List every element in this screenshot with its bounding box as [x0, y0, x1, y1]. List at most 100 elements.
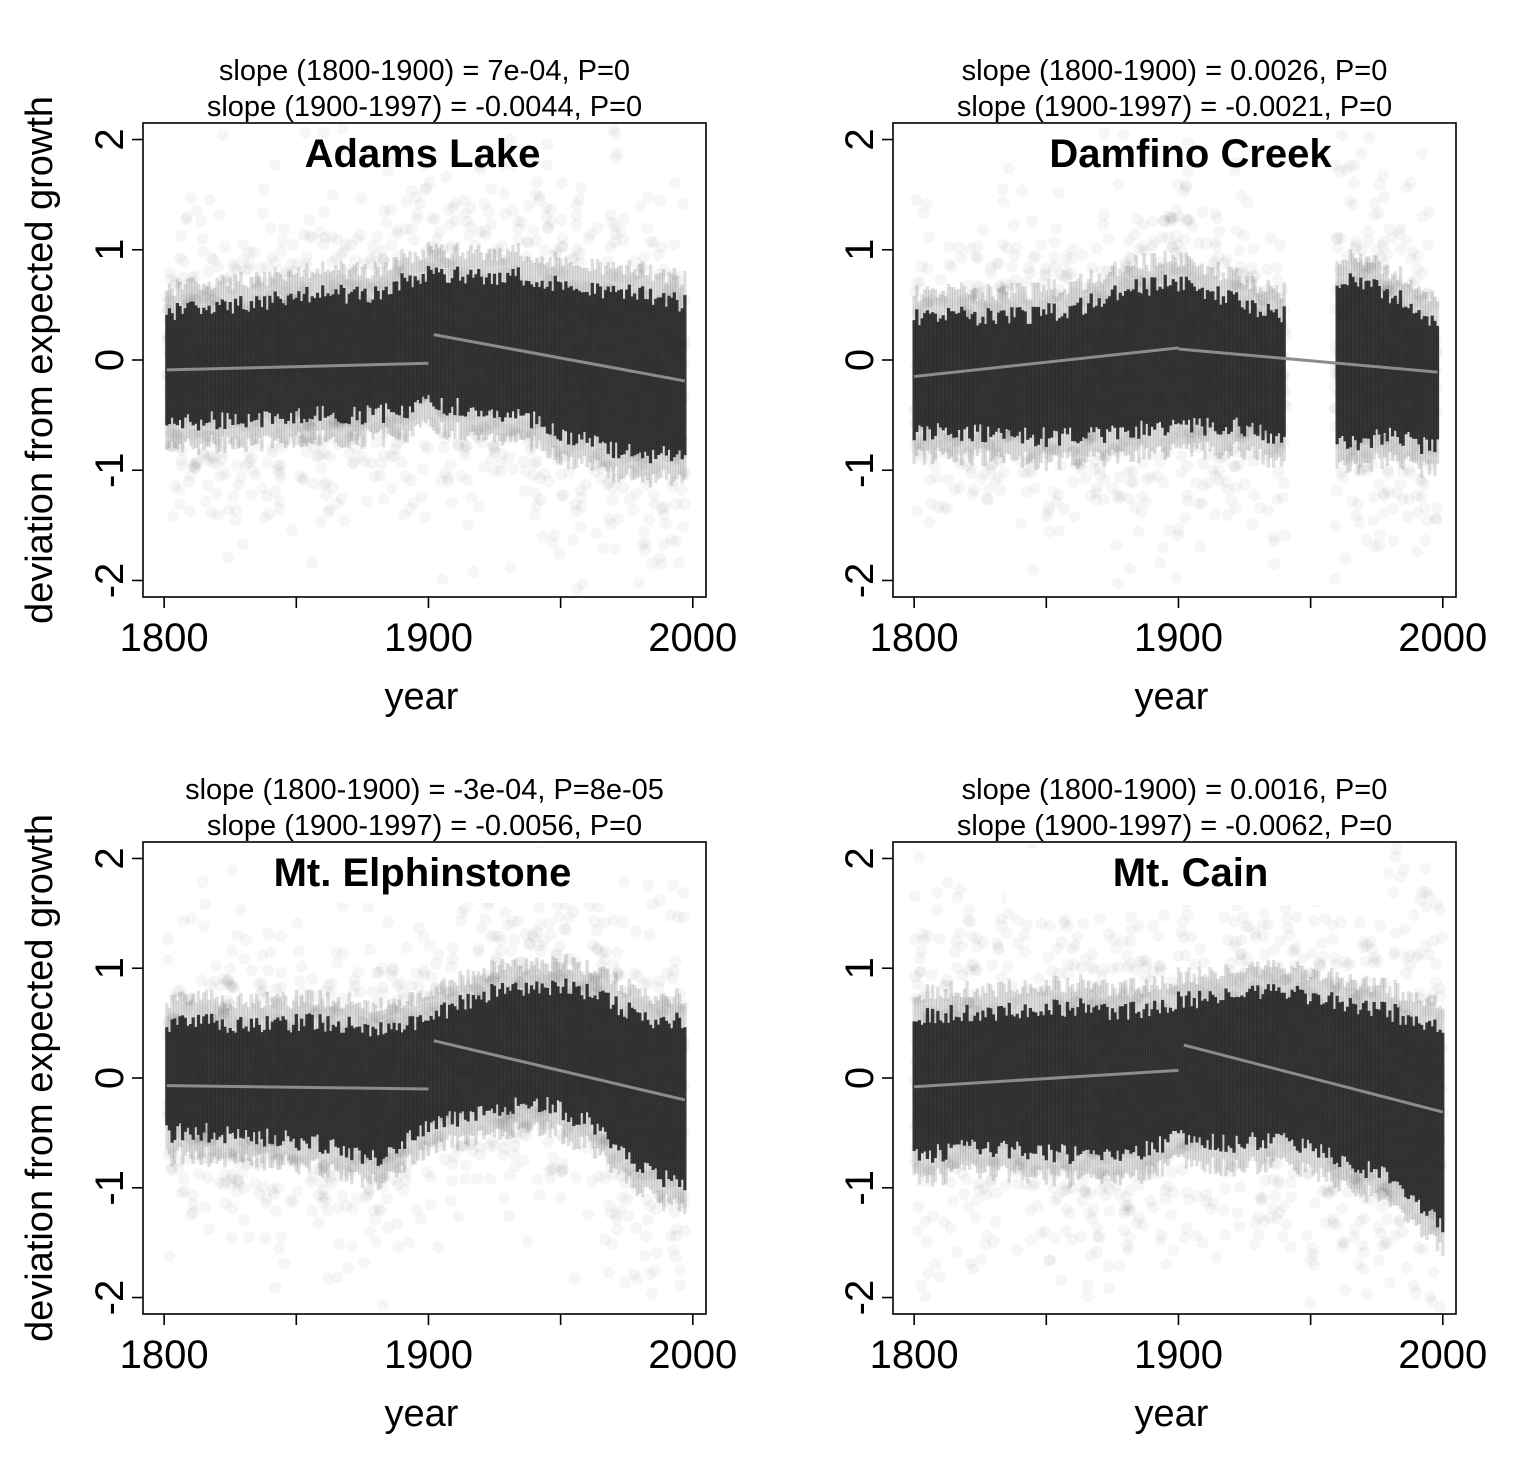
- data-point: [1164, 525, 1176, 537]
- fit-line-1: [913, 346, 1179, 379]
- data-point: [1209, 509, 1221, 521]
- data-point: [631, 1273, 643, 1285]
- data-point: [355, 193, 367, 205]
- data-point: [258, 183, 270, 195]
- data-point: [610, 127, 622, 139]
- data-point: [187, 1206, 199, 1218]
- data-point: [1344, 160, 1356, 172]
- data-point: [191, 205, 203, 217]
- data-point: [1043, 526, 1055, 538]
- data-point: [217, 129, 229, 141]
- data-point: [347, 458, 359, 470]
- data-point: [1248, 489, 1260, 501]
- data-point: [1123, 235, 1135, 247]
- data-point: [557, 240, 569, 252]
- data-point: [327, 189, 339, 201]
- data-point: [1059, 261, 1071, 273]
- data-point: [1382, 467, 1394, 479]
- data-point: [1157, 477, 1169, 489]
- y-tick-label: -1: [838, 452, 882, 488]
- data-point: [316, 462, 328, 474]
- data-point: [1123, 493, 1135, 505]
- data-point: [1377, 236, 1389, 248]
- data-point: [640, 1231, 652, 1243]
- data-point: [306, 557, 318, 569]
- data-point: [1348, 199, 1360, 211]
- y-tick-label: 2: [838, 128, 882, 150]
- data-point: [424, 176, 436, 188]
- data-point: [197, 233, 209, 245]
- data-point: [162, 934, 174, 946]
- data-point: [1122, 465, 1134, 477]
- data-point: [465, 491, 477, 503]
- data-point: [1155, 557, 1167, 569]
- data-point: [533, 194, 545, 206]
- data-point: [505, 562, 517, 574]
- slope-annotation-2: slope (1900-1997) = -0.0044, P=0: [207, 91, 642, 123]
- data-point: [498, 187, 510, 199]
- data-point: [942, 474, 954, 486]
- data-point: [262, 928, 274, 940]
- data-point: [571, 583, 583, 595]
- data-point: [1268, 558, 1280, 570]
- data-point: [1194, 541, 1206, 553]
- data-point: [364, 944, 376, 956]
- data-point: [243, 263, 255, 275]
- data-point: [1340, 552, 1352, 564]
- panel-1: Adams Lake slope (1800-1900) = 7e-04, P=0…: [19, 55, 737, 718]
- data-point: [1277, 492, 1289, 504]
- data-point: [608, 543, 620, 555]
- data-point: [275, 246, 287, 258]
- data-point: [518, 1155, 530, 1167]
- data-point: [214, 980, 226, 992]
- data-point: [542, 1136, 554, 1148]
- site-label: Adams Lake: [305, 132, 541, 176]
- data-point: [1400, 181, 1412, 193]
- data-point: [227, 491, 239, 503]
- panel-2: Damfino Creek slope (1800-1900) = 0.0026,…: [838, 55, 1487, 718]
- data-point: [580, 479, 592, 491]
- data-point: [654, 195, 666, 207]
- data-point: [1137, 240, 1149, 252]
- slope-annotation-1: slope (1800-1900) = 7e-04, P=0: [219, 55, 630, 87]
- data-point: [336, 492, 348, 504]
- data-point: [1053, 489, 1065, 501]
- data-point: [446, 1175, 458, 1187]
- data-point: [924, 516, 936, 528]
- data-point: [506, 944, 518, 956]
- data-point: [582, 1209, 594, 1221]
- data-point: [941, 503, 953, 515]
- data-point: [972, 240, 984, 252]
- data-point: [1148, 236, 1160, 248]
- data-point: [1431, 502, 1443, 514]
- data-point: [273, 503, 285, 515]
- data-point: [199, 1201, 211, 1213]
- data-point: [1147, 215, 1159, 227]
- data-point: [1050, 223, 1062, 235]
- data-point: [912, 505, 924, 517]
- data-point: [1363, 131, 1375, 143]
- data-point: [342, 1262, 354, 1274]
- data-point: [208, 254, 220, 266]
- data-point: [970, 251, 982, 263]
- data-point: [1405, 253, 1417, 265]
- x-tick-label: 2000: [648, 616, 737, 660]
- data-point: [485, 453, 497, 465]
- data-point: [1165, 215, 1177, 227]
- data-point: [610, 152, 622, 164]
- data-point: [924, 474, 936, 486]
- data-point: [1202, 477, 1214, 489]
- data-point: [519, 485, 531, 497]
- data-point: [416, 463, 428, 475]
- data-point: [265, 947, 277, 959]
- data-point: [527, 224, 539, 236]
- data-point: [396, 456, 408, 468]
- data-point: [1351, 510, 1363, 522]
- data-point: [1190, 477, 1202, 489]
- data-point: [611, 947, 623, 959]
- data-point: [452, 1210, 464, 1222]
- data-point: [547, 1152, 559, 1164]
- data-point: [624, 493, 636, 505]
- data-point: [216, 453, 228, 465]
